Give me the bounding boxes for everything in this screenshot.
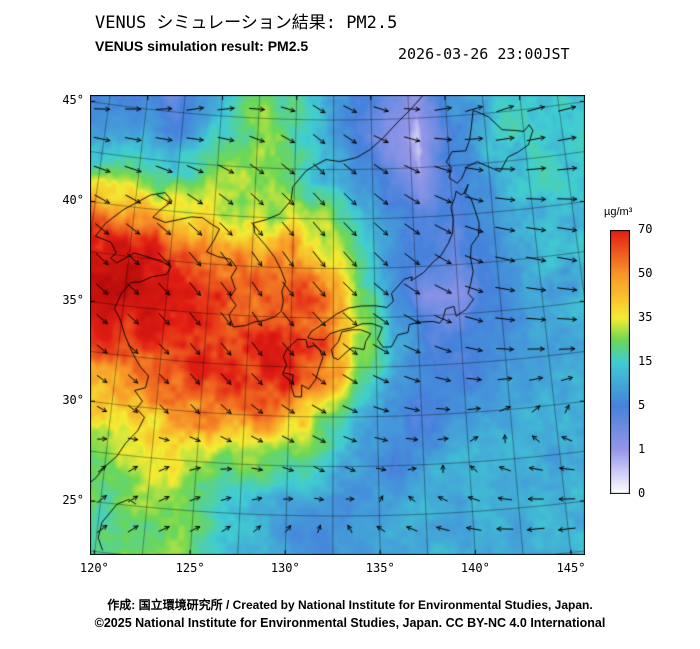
colorbar-tick-label: 35 — [638, 310, 653, 324]
lon-tick-label: 125° — [175, 561, 205, 575]
footer-copyright: ©2025 National Institute for Environment… — [94, 616, 606, 630]
colorbar-tick-label: 0 — [638, 486, 646, 500]
colorbar-tick-label: 70 — [638, 222, 653, 236]
colorbar-unit-label: µg/m³ — [604, 206, 633, 218]
pm25-heatmap-canvas — [90, 95, 585, 555]
page-title-english: VENUS simulation result: PM2.5 — [95, 38, 309, 54]
lat-tick-label: 25° — [62, 493, 84, 508]
lon-tick-label: 135° — [365, 561, 395, 575]
lat-tick-label: 45° — [62, 93, 84, 108]
page-title-japanese: VENUS シミュレーション結果: PM2.5 — [95, 13, 398, 33]
lon-tick-label: 130° — [270, 561, 300, 575]
footer-credit: 作成: 国立環境研究所 / Created by National Instit… — [107, 598, 593, 612]
lat-tick-label: 30° — [62, 393, 84, 408]
colorbar-tick-label: 15 — [638, 354, 653, 368]
colorbar-tick-label: 5 — [638, 398, 646, 412]
colorbar-tick-label: 1 — [638, 442, 646, 456]
colorbar-gradient — [610, 230, 630, 494]
colorbar-tick-label: 50 — [638, 266, 653, 280]
colorbar — [610, 230, 630, 498]
forecast-timestamp: 2026-03-26 23:00JST — [398, 45, 570, 63]
lat-tick-label: 35° — [62, 293, 84, 308]
lon-tick-label: 140° — [460, 561, 490, 575]
lat-tick-label: 40° — [62, 193, 84, 208]
pm25-map-area — [90, 95, 585, 555]
lon-tick-label: 145° — [556, 561, 586, 575]
lon-tick-label: 120° — [79, 561, 109, 575]
